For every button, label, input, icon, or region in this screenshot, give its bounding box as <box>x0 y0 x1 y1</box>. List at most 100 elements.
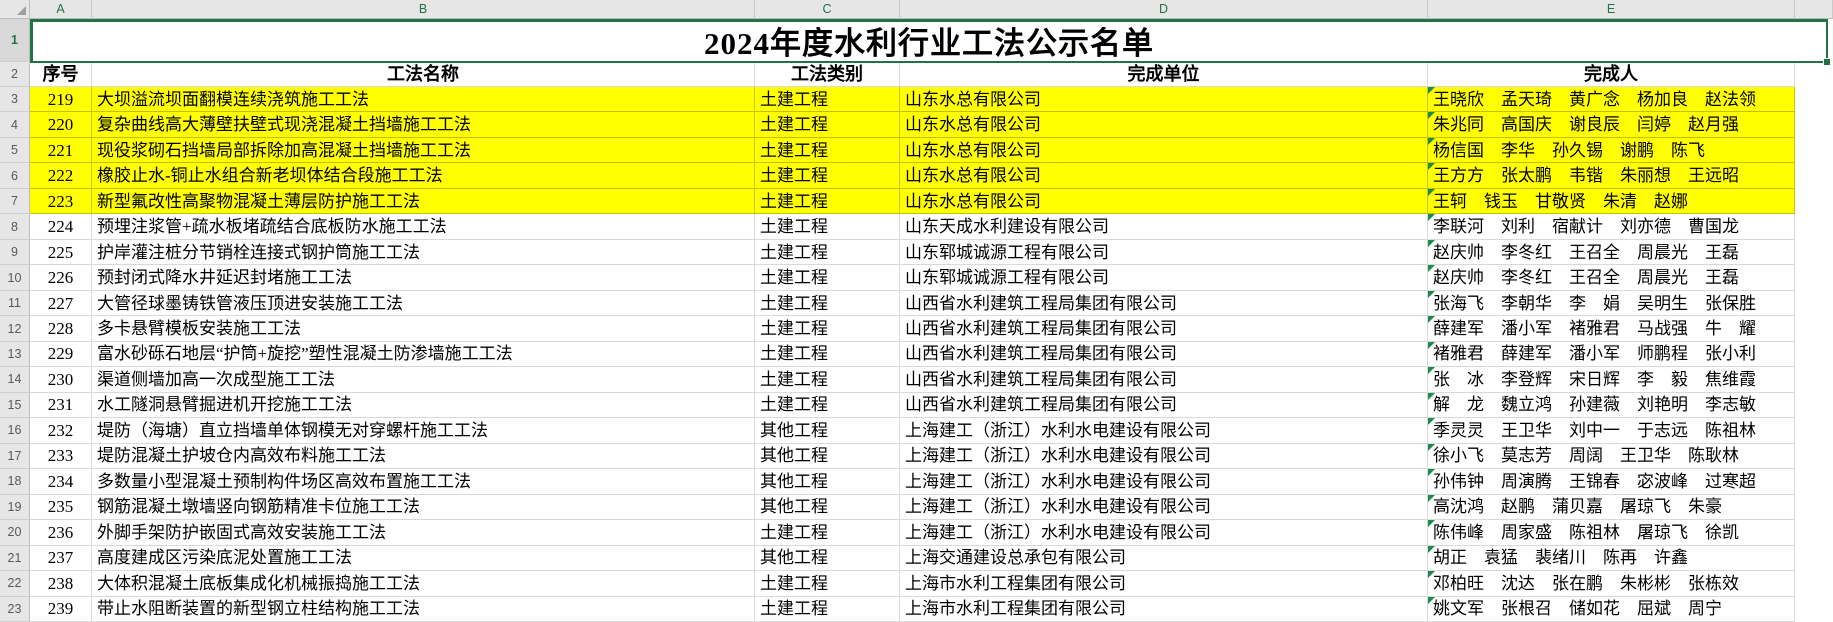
cell-C18[interactable]: 其他工程 <box>755 469 900 495</box>
cell-A13[interactable]: 229 <box>30 341 92 368</box>
cell-D20[interactable]: 上海建工（浙江）水利水电建设有限公司 <box>900 520 1428 546</box>
cell-B17[interactable]: 堤防混凝土护坡仓内高效布料施工工法 <box>92 443 755 470</box>
row-header-8[interactable]: 8 <box>0 214 30 240</box>
cell-E21[interactable]: 胡正 袁猛 裴绪川 陈再 许鑫 <box>1428 545 1795 572</box>
cell-C23[interactable]: 土建工程 <box>755 596 900 622</box>
cell-D11[interactable]: 山西省水利建筑工程局集团有限公司 <box>900 290 1428 317</box>
cell-E15[interactable]: 解 龙 魏立鸿 孙建薇 刘艳明 李志敏 <box>1428 392 1795 419</box>
cell-A18[interactable]: 234 <box>30 469 92 495</box>
cell-C22[interactable]: 土建工程 <box>755 571 900 597</box>
cell-D14[interactable]: 山西省水利建筑工程局集团有限公司 <box>900 367 1428 393</box>
row-header-3[interactable]: 3 <box>0 87 30 113</box>
cell-B21[interactable]: 高度建成区污染底泥处置施工工法 <box>92 545 755 572</box>
cell-A9[interactable]: 225 <box>30 239 92 266</box>
cell-E13[interactable]: 褚雅君 薛建军 潘小军 师鹏程 张小利 <box>1428 341 1795 368</box>
cell-B22[interactable]: 大体积混凝土底板集成化机械振捣施工工法 <box>92 571 755 597</box>
cell-A17[interactable]: 233 <box>30 443 92 470</box>
column-header-A[interactable]: A <box>30 0 92 19</box>
row-header-14[interactable]: 14 <box>0 367 30 393</box>
cell-E4[interactable]: 朱兆同 高国庆 谢良辰 闫婷 赵月强 <box>1428 112 1795 138</box>
cell-D12[interactable]: 山西省水利建筑工程局集团有限公司 <box>900 316 1428 342</box>
column-title-4[interactable]: 完成人 <box>1428 62 1795 87</box>
cell-C14[interactable]: 土建工程 <box>755 367 900 393</box>
cell-B23[interactable]: 带止水阻断装置的新型钢立柱结构施工工法 <box>92 596 755 622</box>
column-title-2[interactable]: 工法类别 <box>755 62 900 87</box>
cell-B11[interactable]: 大管径球墨铸铁管液压顶进安装施工工法 <box>92 290 755 317</box>
row-header-7[interactable]: 7 <box>0 188 30 215</box>
column-header-partial[interactable] <box>1795 0 1833 19</box>
cell-B20[interactable]: 外脚手架防护嵌固式高效安装施工工法 <box>92 520 755 546</box>
cell-D13[interactable]: 山西省水利建筑工程局集团有限公司 <box>900 341 1428 368</box>
cell-E6[interactable]: 王方方 张太鹏 韦锴 朱丽想 王远昭 <box>1428 163 1795 189</box>
cell-E17[interactable]: 徐小飞 莫志芳 周阔 王卫华 陈耿林 <box>1428 443 1795 470</box>
row-header-10[interactable]: 10 <box>0 265 30 291</box>
cell-E19[interactable]: 高沈鸿 赵鹏 蒲贝嘉 屠琼飞 朱豪 <box>1428 494 1795 521</box>
column-header-E[interactable]: E <box>1428 0 1795 19</box>
cell-B12[interactable]: 多卡悬臂模板安装施工工法 <box>92 316 755 342</box>
cell-E23[interactable]: 姚文军 张根召 储如花 屈斌 周宁 <box>1428 596 1795 622</box>
column-header-B[interactable]: B <box>92 0 755 19</box>
cell-A11[interactable]: 227 <box>30 290 92 317</box>
cell-D16[interactable]: 上海建工（浙江）水利水电建设有限公司 <box>900 418 1428 444</box>
cell-D17[interactable]: 上海建工（浙江）水利水电建设有限公司 <box>900 443 1428 470</box>
cell-A22[interactable]: 238 <box>30 571 92 597</box>
cell-A6[interactable]: 222 <box>30 163 92 189</box>
cell-E5[interactable]: 杨信国 李华 孙久锡 谢鹏 陈飞 <box>1428 137 1795 164</box>
title-cell[interactable]: 2024年度水利行业工法公示名单 <box>30 19 1828 62</box>
column-title-3[interactable]: 完成单位 <box>900 62 1428 87</box>
select-all-button[interactable] <box>0 0 30 19</box>
cell-E7[interactable]: 王轲 钱玉 甘敬贤 朱清 赵娜 <box>1428 188 1795 215</box>
cell-C15[interactable]: 土建工程 <box>755 392 900 419</box>
cell-E11[interactable]: 张海飞 李朝华 李 娟 吴明生 张保胜 <box>1428 290 1795 317</box>
cell-C4[interactable]: 土建工程 <box>755 112 900 138</box>
column-title-0[interactable]: 序号 <box>30 62 92 87</box>
row-header-19[interactable]: 19 <box>0 494 30 521</box>
cell-B16[interactable]: 堤防（海塘）直立挡墙单体钢模无对穿螺杆施工工法 <box>92 418 755 444</box>
column-header-C[interactable]: C <box>755 0 900 19</box>
cell-E9[interactable]: 赵庆帅 李冬红 王召全 周晨光 王磊 <box>1428 239 1795 266</box>
cell-A20[interactable]: 236 <box>30 520 92 546</box>
column-title-1[interactable]: 工法名称 <box>92 62 755 87</box>
cell-C3[interactable]: 土建工程 <box>755 87 900 113</box>
cell-B4[interactable]: 复杂曲线高大薄壁扶壁式现浇混凝土挡墙施工工法 <box>92 112 755 138</box>
row-header-20[interactable]: 20 <box>0 520 30 546</box>
cell-A23[interactable]: 239 <box>30 596 92 622</box>
cell-B6[interactable]: 橡胶止水-铜止水组合新老坝体结合段施工工法 <box>92 163 755 189</box>
cell-B3[interactable]: 大坝溢流坝面翻模连续浇筑施工工法 <box>92 87 755 113</box>
row-header-2[interactable]: 2 <box>0 62 30 87</box>
row-header-1[interactable]: 1 <box>0 19 30 62</box>
cell-E22[interactable]: 邓柏旺 沈达 张在鹏 朱彬彬 张栋效 <box>1428 571 1795 597</box>
cell-A15[interactable]: 231 <box>30 392 92 419</box>
cell-E3[interactable]: 王晓欣 孟天琦 黄广念 杨加良 赵法领 <box>1428 87 1795 113</box>
cell-A16[interactable]: 232 <box>30 418 92 444</box>
cell-C8[interactable]: 土建工程 <box>755 214 900 240</box>
cell-D18[interactable]: 上海建工（浙江）水利水电建设有限公司 <box>900 469 1428 495</box>
cell-B5[interactable]: 现役浆砌石挡墙局部拆除加高混凝土挡墙施工工法 <box>92 137 755 164</box>
cell-D7[interactable]: 山东水总有限公司 <box>900 188 1428 215</box>
cell-E14[interactable]: 张 冰 李登辉 宋日辉 李 毅 焦维霞 <box>1428 367 1795 393</box>
cell-B19[interactable]: 钢筋混凝土墩墙竖向钢筋精准卡位施工工法 <box>92 494 755 521</box>
cell-B15[interactable]: 水工隧洞悬臂掘进机开挖施工工法 <box>92 392 755 419</box>
cell-B9[interactable]: 护岸灌注桩分节销栓连接式钢护筒施工工法 <box>92 239 755 266</box>
cell-B18[interactable]: 多数量小型混凝土预制构件场区高效布置施工工法 <box>92 469 755 495</box>
row-header-6[interactable]: 6 <box>0 163 30 189</box>
row-header-13[interactable]: 13 <box>0 341 30 368</box>
cell-C5[interactable]: 土建工程 <box>755 137 900 164</box>
row-header-21[interactable]: 21 <box>0 545 30 572</box>
cell-E12[interactable]: 薛建军 潘小军 褚雅君 马战强 牛 耀 <box>1428 316 1795 342</box>
cell-D15[interactable]: 山西省水利建筑工程局集团有限公司 <box>900 392 1428 419</box>
cell-E20[interactable]: 陈伟峰 周家盛 陈祖林 屠琼飞 徐凯 <box>1428 520 1795 546</box>
cell-A14[interactable]: 230 <box>30 367 92 393</box>
cell-A7[interactable]: 223 <box>30 188 92 215</box>
cell-D19[interactable]: 上海建工（浙江）水利水电建设有限公司 <box>900 494 1428 521</box>
cell-A4[interactable]: 220 <box>30 112 92 138</box>
row-header-9[interactable]: 9 <box>0 239 30 266</box>
cell-C10[interactable]: 土建工程 <box>755 265 900 291</box>
cell-C21[interactable]: 其他工程 <box>755 545 900 572</box>
cell-E16[interactable]: 季灵灵 王卫华 刘中一 于志远 陈祖林 <box>1428 418 1795 444</box>
row-header-12[interactable]: 12 <box>0 316 30 342</box>
cell-D23[interactable]: 上海市水利工程集团有限公司 <box>900 596 1428 622</box>
row-header-22[interactable]: 22 <box>0 571 30 597</box>
cell-A12[interactable]: 228 <box>30 316 92 342</box>
cell-D10[interactable]: 山东郓城诚源工程有限公司 <box>900 265 1428 291</box>
